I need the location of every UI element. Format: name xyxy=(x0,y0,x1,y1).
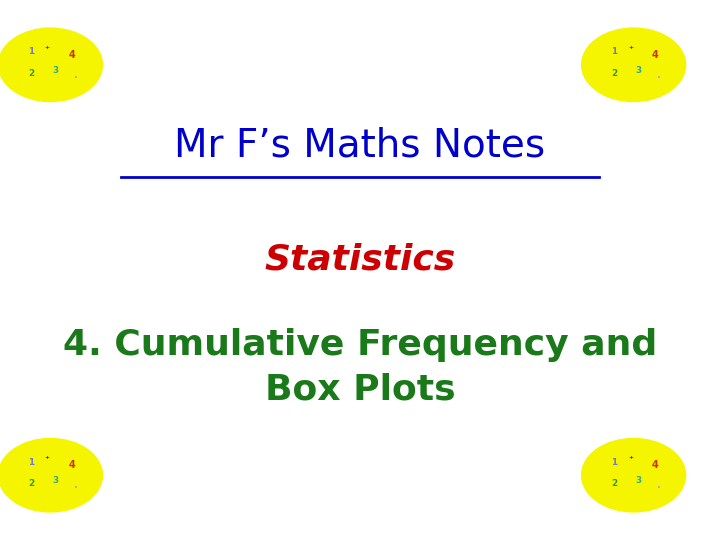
Text: Statistics: Statistics xyxy=(264,242,456,276)
Ellipse shape xyxy=(582,28,685,102)
Text: 4: 4 xyxy=(68,50,75,60)
Text: .: . xyxy=(74,70,78,80)
Text: 3: 3 xyxy=(636,476,642,485)
Text: +: + xyxy=(45,45,50,50)
Text: 4. Cumulative Frequency and
Box Plots: 4. Cumulative Frequency and Box Plots xyxy=(63,328,657,407)
Text: +: + xyxy=(45,455,50,460)
Text: .: . xyxy=(657,70,661,80)
Text: 4: 4 xyxy=(652,460,658,470)
Text: 2: 2 xyxy=(611,479,617,488)
Text: 1: 1 xyxy=(28,48,34,57)
Text: 3: 3 xyxy=(53,476,58,485)
Text: .: . xyxy=(74,480,78,490)
Text: +: + xyxy=(628,455,633,460)
Text: 1: 1 xyxy=(611,458,617,467)
Text: 1: 1 xyxy=(611,48,617,57)
Text: +: + xyxy=(628,45,633,50)
Text: 2: 2 xyxy=(28,479,34,488)
Ellipse shape xyxy=(0,28,102,102)
Text: 3: 3 xyxy=(636,66,642,75)
Text: .: . xyxy=(657,480,661,490)
Text: 2: 2 xyxy=(611,69,617,78)
Text: 4: 4 xyxy=(68,460,75,470)
Text: 1: 1 xyxy=(28,458,34,467)
Ellipse shape xyxy=(582,438,685,512)
Text: 4: 4 xyxy=(652,50,658,60)
Ellipse shape xyxy=(0,438,102,512)
Text: 3: 3 xyxy=(53,66,58,75)
Text: Mr F’s Maths Notes: Mr F’s Maths Notes xyxy=(174,127,546,165)
Text: 2: 2 xyxy=(28,69,34,78)
